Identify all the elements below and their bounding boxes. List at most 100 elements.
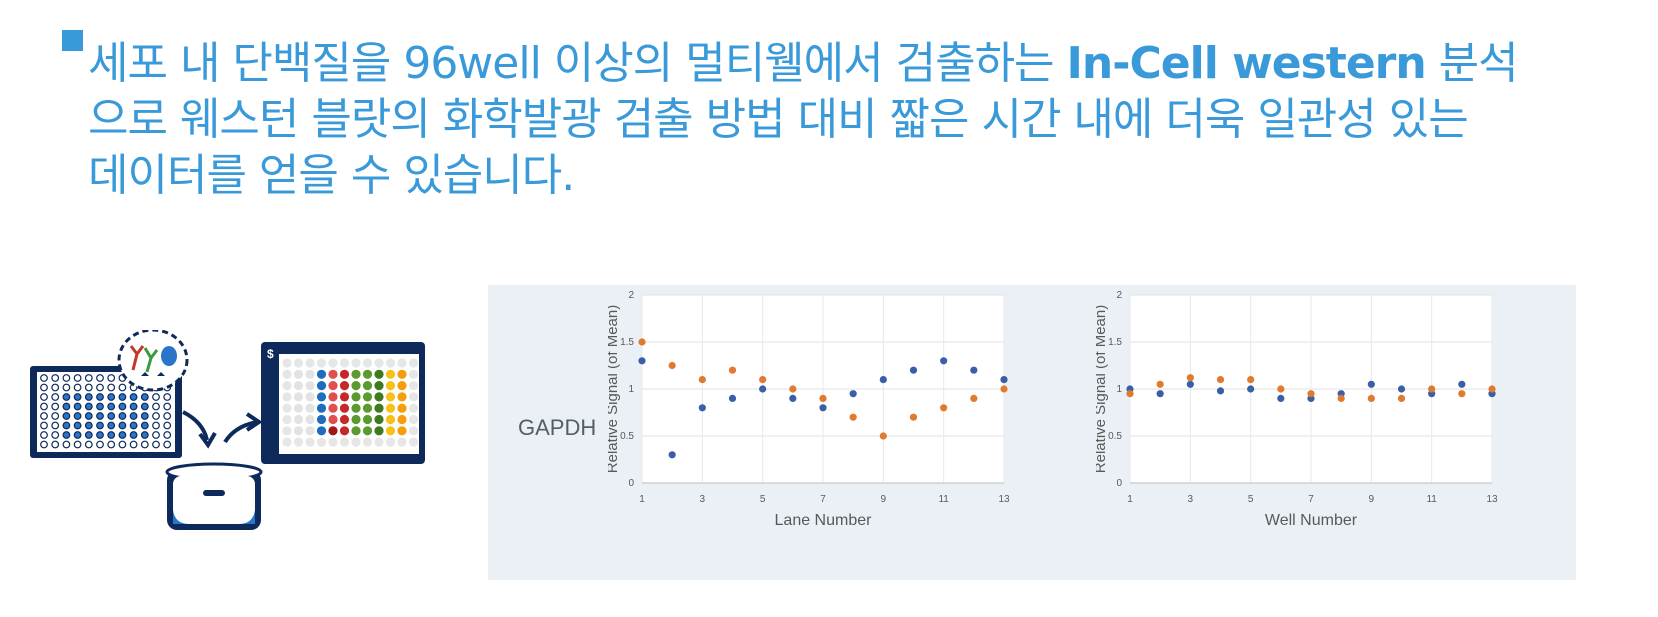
plate-well (118, 431, 127, 439)
headline-line-1: 세포 내 단백질을 96well 이상의 멀티웰에서 검출하는 In-Cell … (88, 38, 1519, 89)
plate-well (84, 383, 93, 392)
x-tick-label: 5 (1248, 494, 1254, 505)
result-well (293, 381, 304, 391)
result-well (362, 437, 373, 447)
result-well (328, 392, 338, 402)
result-well (339, 358, 350, 368)
result-well (397, 437, 407, 447)
data-point (789, 385, 797, 393)
data-point (638, 357, 646, 365)
data-point (1488, 385, 1496, 393)
plate-well (96, 431, 104, 439)
plate-well (84, 421, 93, 430)
result-well (293, 437, 304, 447)
x-tick-label: 1 (639, 494, 645, 505)
plate-well (62, 412, 71, 420)
result-well (351, 403, 361, 413)
data-point (1397, 394, 1406, 402)
plate-well (107, 374, 116, 382)
plate-well (62, 393, 71, 401)
data-point (970, 394, 978, 402)
data-point (1458, 390, 1466, 398)
headline-emphasis: In-Cell western (1066, 38, 1427, 89)
gapdh-label: GAPDH (518, 415, 597, 440)
plate-well (73, 402, 82, 411)
data-point (819, 394, 827, 402)
svg-text:$: $ (267, 347, 274, 361)
plate-well (140, 412, 149, 420)
result-well (385, 414, 396, 425)
result-well (408, 403, 419, 413)
plate-well (40, 383, 48, 392)
plate-well (51, 440, 60, 449)
antibody-icon (117, 330, 189, 392)
plate-well (129, 421, 138, 430)
plate-well (163, 412, 172, 420)
result-well (362, 403, 373, 413)
data-point (879, 376, 887, 384)
x-axis-label: Well Number (1265, 512, 1358, 529)
data-point (1216, 376, 1225, 384)
data-point (970, 366, 978, 374)
result-well (374, 358, 384, 368)
plate-well (84, 402, 93, 411)
result-well (397, 392, 407, 402)
plate-well (51, 431, 60, 439)
plate-well (51, 393, 60, 401)
result-well (351, 358, 361, 368)
plate-well (107, 402, 116, 411)
data-point (1126, 390, 1134, 398)
data-point (940, 404, 948, 412)
data-point (638, 338, 646, 346)
result-well (385, 381, 396, 391)
plate-well (140, 431, 149, 439)
data-point (698, 376, 706, 384)
result-well (305, 358, 315, 368)
y-tick-label: 0 (628, 478, 634, 489)
plate-well (62, 421, 71, 430)
plate-well (96, 440, 104, 449)
data-point (698, 404, 706, 412)
x-axis-label: Lane Number (775, 512, 873, 529)
result-well (374, 381, 384, 391)
result-well (282, 403, 292, 413)
data-point (1216, 387, 1225, 395)
result-well (305, 437, 315, 447)
result-well (374, 403, 384, 413)
result-well (408, 392, 419, 402)
data-point (879, 432, 887, 440)
result-well (374, 414, 384, 425)
plate-well (40, 440, 48, 449)
result-well (397, 381, 407, 391)
result-well (339, 392, 350, 402)
plate-well (62, 374, 71, 382)
result-well (316, 414, 327, 425)
plate-well (118, 412, 127, 420)
data-point (759, 376, 767, 384)
result-well (351, 381, 361, 391)
data-point (909, 366, 918, 374)
data-point (1186, 374, 1194, 382)
plate-well (96, 421, 104, 430)
result-well (385, 426, 396, 436)
scan-result-plate-icon: $ (261, 342, 425, 464)
result-well (408, 414, 419, 425)
result-well (362, 381, 373, 391)
data-point (668, 451, 676, 459)
plate-well (96, 402, 104, 411)
plate-well (118, 421, 127, 430)
data-point (1000, 385, 1008, 393)
result-well (385, 403, 396, 413)
data-point (1156, 390, 1164, 398)
result-well (316, 392, 327, 402)
result-well (362, 358, 373, 368)
result-well (305, 381, 315, 391)
result-well (328, 369, 338, 379)
y-tick-label: 1 (1116, 384, 1122, 395)
plate-well (152, 431, 160, 439)
result-well (362, 414, 373, 425)
x-tick-label: 3 (1188, 494, 1194, 505)
plate-well (40, 431, 48, 439)
x-tick-label: 13 (1486, 494, 1498, 505)
data-point (728, 366, 737, 374)
